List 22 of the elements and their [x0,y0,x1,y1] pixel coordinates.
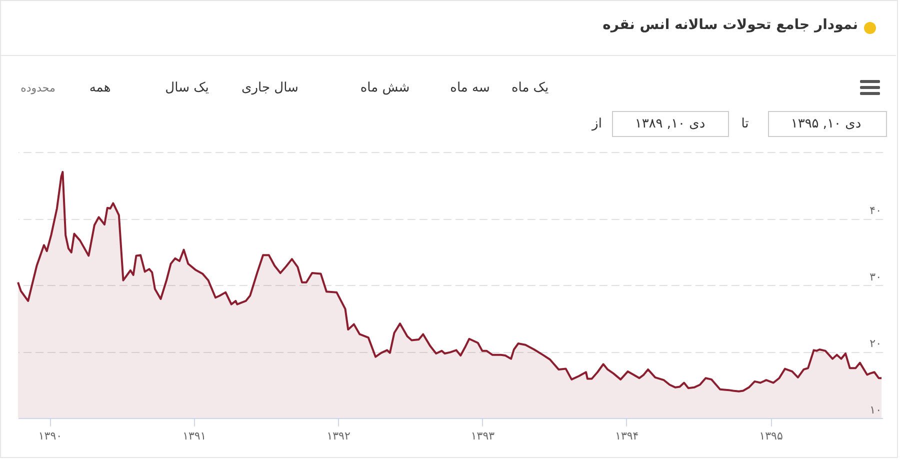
y-tick-label: ۱۰ [870,404,882,416]
text: دی ۱۰, ۱۳۸۹ [634,116,706,132]
text: دی ۱۰, ۱۳۹۵ [790,116,862,132]
text: شش ماه [360,80,410,96]
x-tick-label: ۱۳۹۴ [615,430,639,442]
text: سه ماه [450,80,490,96]
text: از [592,116,602,132]
text: تا [741,116,749,132]
text: یک ماه [511,80,549,96]
text: یک سال [165,80,209,96]
y-tick-label: ۴۰ [870,204,882,217]
x-tick-label: ۱۳۹۳ [470,430,495,442]
x-tick-label: ۱۳۹۲ [326,430,350,442]
x-tick-label: ۱۳۹۱ [182,430,206,442]
text: همه [89,80,111,96]
x-tick-label: ۱۳۹۵ [759,430,783,442]
y-tick-label: ۳۰ [870,270,882,284]
text: سال جاری [242,80,298,96]
y-tick-label: ۲۰ [870,337,882,350]
chart-title: نمودار جامع تحولات سالانه انس نقره [602,17,858,33]
text: محدوده [20,82,56,94]
x-tick-label: ۱۳۹۰ [38,430,62,442]
